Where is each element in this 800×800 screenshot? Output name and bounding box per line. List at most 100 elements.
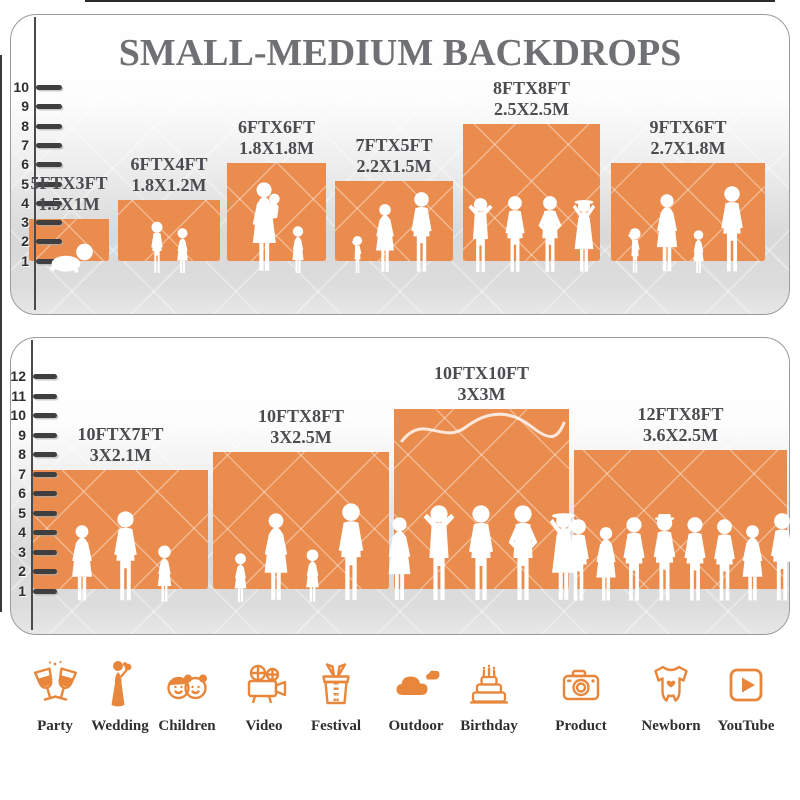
video-icon: [216, 656, 312, 714]
backdrop-size-m: 2.7X1.8M: [650, 138, 726, 158]
ruler-tick-label: 9: [21, 98, 29, 115]
category-item-newborn: Newborn: [623, 656, 719, 735]
ruler-tick-label: 1: [18, 582, 26, 599]
category-item-children: Children: [139, 656, 235, 735]
ruler-tick-label: 5: [18, 504, 26, 521]
person-girl-silhouette: [306, 549, 319, 602]
ruler-tick-mark: [33, 569, 57, 574]
backdrop-rect: [118, 200, 220, 261]
handwriting-watermark: [400, 412, 566, 443]
ruler-tick-label: 11: [11, 387, 26, 404]
youtube-icon: [698, 656, 794, 714]
ruler-line: [31, 340, 33, 630]
ruler-tick-mark: [36, 104, 62, 110]
backdrop-size-label: 6FTX4FT 1.8X1.2M: [130, 154, 207, 196]
people-silhouette-group: [464, 195, 600, 275]
ruler-tick-mark: [36, 142, 62, 148]
ruler-tick-mark: [33, 393, 57, 399]
category-label: Outdoor: [388, 718, 444, 734]
backdrop-size-label: 10FTX10FT 3X3M: [434, 363, 529, 405]
ruler-tick-mark: [36, 123, 62, 129]
backdrop-size-m: 1.8X1.2M: [131, 175, 207, 195]
category-label: Newborn: [641, 718, 701, 734]
backdrop-size-ft: 5FTX3FT: [30, 173, 108, 193]
backdrop-size-label: 8FTX8FT 2.5X2.5M: [493, 78, 570, 120]
ruler-tick-mark: [36, 181, 62, 187]
ruler-tick-label: 3: [18, 543, 26, 560]
person-man-hips-silhouette: [508, 505, 537, 600]
backdrop-size-label: 5FTX3FT 1.5X1M: [30, 173, 107, 215]
ruler-tick-mark: [36, 85, 62, 90]
person-girl-silhouette: [177, 228, 188, 274]
person-man-silhouette: [338, 503, 364, 600]
backdrop-size-ft: 10FTX8FT: [257, 406, 345, 426]
category-label: Children: [158, 718, 216, 734]
ruler-tick-label: 8: [21, 117, 29, 134]
category-label: Product: [555, 718, 607, 734]
photo-edge-top: [85, 0, 775, 2]
person-man-silhouette: [113, 511, 137, 601]
ruler-tick-mark: [33, 549, 57, 555]
ruler-tick-label: 4: [21, 194, 29, 211]
backdrop-size-ft: 10FTX7FT: [77, 424, 164, 444]
person-toddler-silhouette: [627, 228, 641, 273]
ruler-tick-label: 3: [21, 214, 29, 231]
person-man-silhouette: [468, 505, 493, 600]
ruler-tick-label: 10: [13, 79, 29, 95]
people-silhouette-group: [560, 512, 800, 604]
ruler-tick-label: 6: [21, 156, 29, 173]
people-silhouette-group: [625, 185, 751, 275]
backdrop-size-m: 3.6X2.5M: [642, 425, 718, 445]
party-icon: [7, 656, 103, 714]
medium-backdrops-panel: 1 2 3 4 5 6 7 8 9 10 11 12 10FTX7FT 3X2.1M 10FTX8FT 3X2…: [10, 337, 793, 635]
ruler-tick-mark: [33, 452, 57, 457]
backdrop-size-m: 3X2.5M: [270, 427, 332, 447]
person-man-hips-silhouette: [537, 196, 562, 272]
category-item-birthday: Birthday: [441, 656, 537, 735]
category-item-festival: Festival: [288, 656, 384, 735]
ruler-tick-label: 8: [18, 446, 26, 462]
ruler-tick-label: 5: [21, 175, 29, 192]
person-toddler-silhouette: [351, 236, 363, 273]
ruler-tick-label: 2: [18, 563, 26, 579]
ruler-tick-label: 7: [18, 465, 26, 482]
ruler-tick-label: 6: [18, 485, 26, 501]
ruler-line: [34, 17, 36, 310]
category-item-wedding: Wedding: [72, 656, 168, 735]
ruler-tick-label: 12: [10, 368, 26, 384]
children-icon: [139, 656, 235, 714]
category-label: Wedding: [91, 718, 149, 734]
person-man-silhouette: [411, 192, 432, 272]
outdoor-icon: [368, 656, 464, 714]
person-girl-silhouette: [291, 226, 304, 273]
ruler-tick-label: 9: [18, 426, 26, 443]
birthday-icon: [441, 656, 537, 714]
person-baby-silhouette: [49, 243, 93, 274]
backdrop-size-m: 2.5X2.5M: [493, 99, 569, 119]
category-label: Festival: [311, 718, 361, 734]
backdrop-size-ft: 10FTX10FT: [433, 363, 530, 383]
backdrop-size-label: 7FTX5FT 2.2X1.5M: [355, 135, 432, 177]
person-woman-hat-silhouette: [572, 200, 595, 272]
newborn-icon: [623, 656, 719, 714]
person-woman-silhouette: [376, 204, 394, 272]
backdrop-size-m: 1.5X1M: [38, 194, 100, 214]
category-label: Video: [245, 718, 283, 734]
backdrop-size-ft: 6FTX6FT: [237, 117, 316, 137]
backdrop-size-ft: 8FTX8FT: [492, 78, 571, 98]
people-silhouette-group: [43, 241, 96, 275]
backdrop-size-m: 3X2.1M: [89, 445, 152, 465]
person-mother-silhouette: [252, 182, 280, 271]
backdrop-size-m: 2.2X1.5M: [356, 156, 432, 176]
ruler-tick-label: 10: [10, 407, 26, 423]
backdrop-size-m: 1.8X1.8M: [238, 138, 314, 158]
wedding-icon: [72, 656, 168, 714]
ruler-tick-mark: [33, 530, 57, 535]
backdrop-size-ft: 9FTX6FT: [649, 117, 727, 137]
category-item-video: Video: [216, 656, 312, 735]
person-woman-silhouette: [388, 517, 410, 601]
backdrop-size-label: 10FTX8FT 3X2.5M: [258, 406, 344, 448]
category-label: Party: [37, 718, 73, 734]
ruler-tick-label: 2: [21, 233, 29, 250]
backdrop-size-label: 6FTX6FT 1.8X1.8M: [238, 117, 315, 159]
